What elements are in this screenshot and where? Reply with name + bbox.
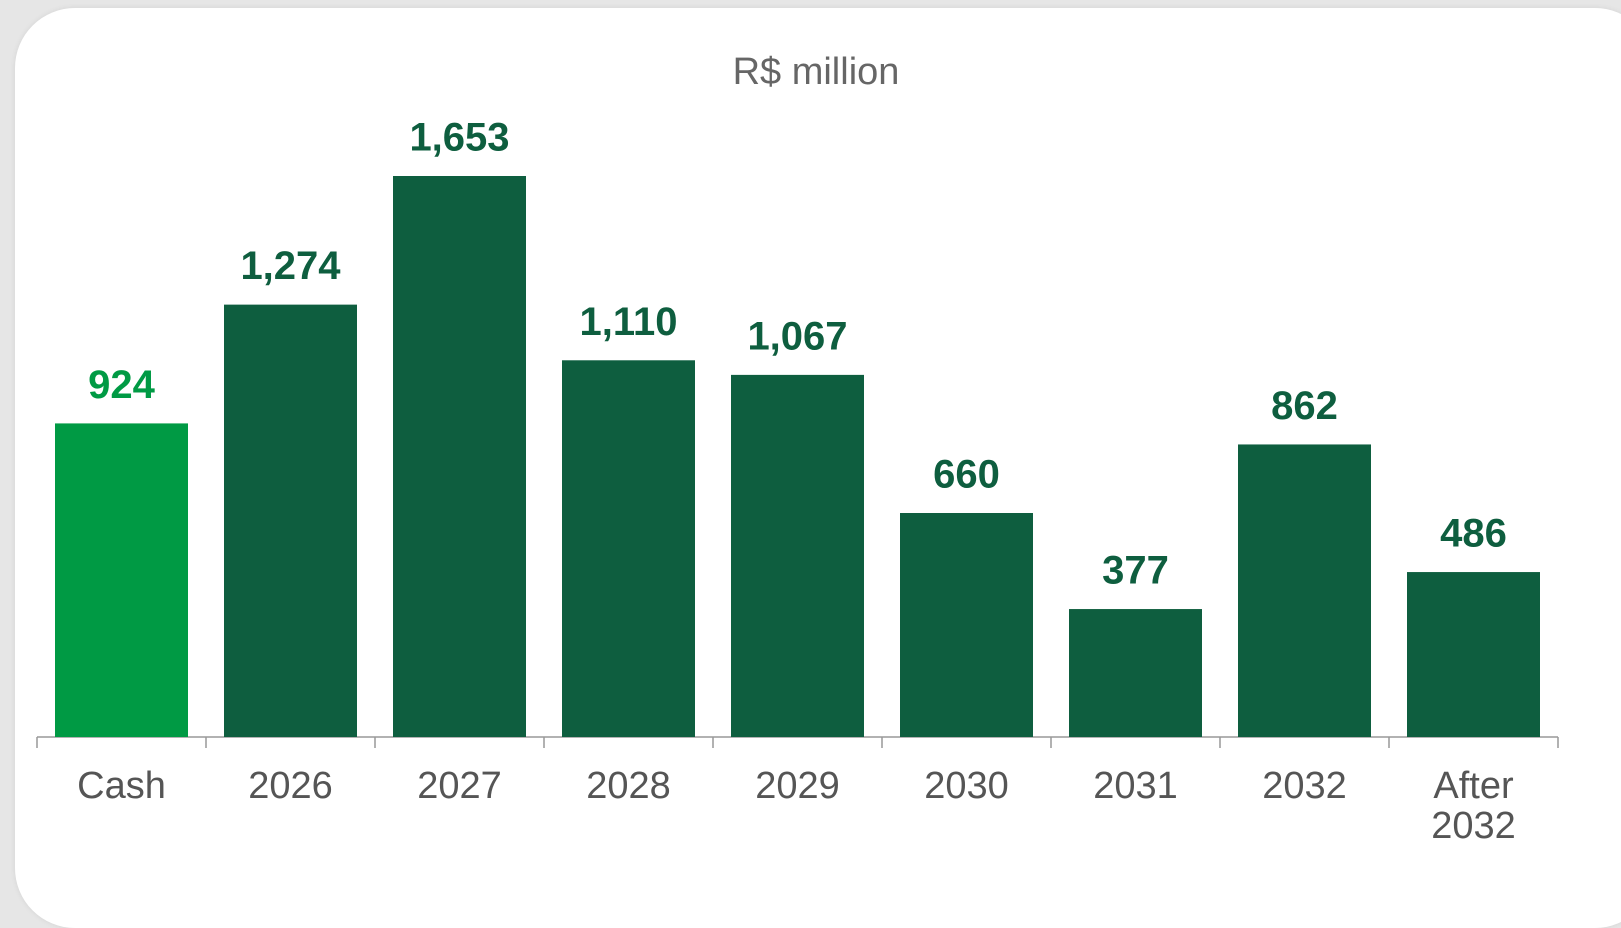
x-tick-label: 2031 [1093, 765, 1178, 807]
bar [393, 176, 526, 737]
bar [731, 374, 864, 737]
x-tick-label: Cash [77, 765, 166, 807]
x-tick-label: 2032 [1262, 765, 1347, 807]
bar [1238, 444, 1371, 737]
value-label: 1,067 [747, 314, 847, 358]
chart: R$ million 924 1,274 1,653 1,110 1,067 660 377… [36, 51, 1559, 748]
bar [1069, 609, 1202, 737]
x-tick-label: 2028 [586, 765, 671, 807]
x-tick-label: 2026 [248, 765, 333, 807]
bar [55, 423, 188, 737]
value-label: 1,653 [409, 116, 509, 160]
x-tick-label: 2030 [924, 765, 1009, 807]
bar [224, 304, 357, 737]
value-label: 377 [1102, 549, 1169, 593]
value-label: 924 [88, 363, 155, 407]
x-tick-label: After 2032 [1431, 765, 1516, 847]
x-tick-label: 2029 [755, 765, 840, 807]
value-label: 1,274 [240, 244, 341, 288]
value-label: 486 [1440, 512, 1507, 556]
value-label: 1,110 [580, 300, 678, 344]
bar [900, 513, 1033, 737]
x-tick-label: 2027 [417, 765, 502, 807]
bar [562, 360, 695, 737]
value-label: 862 [1271, 384, 1338, 428]
value-label: 660 [933, 453, 1000, 497]
page: R$ million 924 1,274 1,653 1,110 1,067 660 377… [15, 8, 1621, 928]
chart-title: R$ million [733, 51, 900, 93]
bar [1407, 572, 1540, 737]
